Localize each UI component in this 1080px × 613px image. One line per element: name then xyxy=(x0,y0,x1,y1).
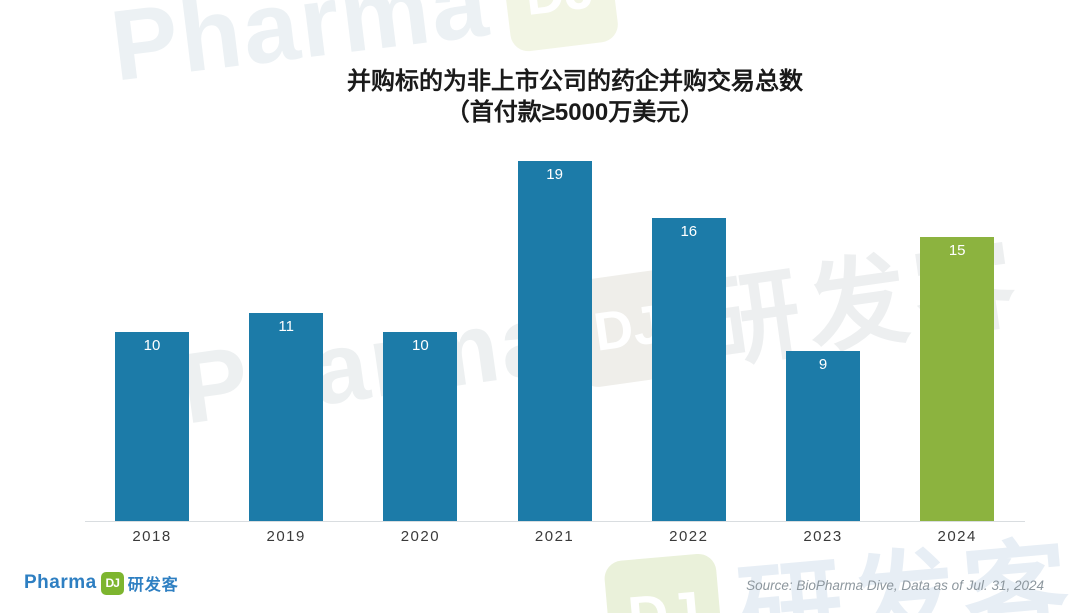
x-tick-2018: 2018 xyxy=(132,528,172,545)
x-axis-line xyxy=(85,521,1025,522)
bar-value-2024: 15 xyxy=(948,242,966,259)
chart-title: 并购标的为非上市公司的药企并购交易总数 （首付款≥5000万美元） xyxy=(347,66,803,128)
x-tick-2021: 2021 xyxy=(534,528,575,545)
source-note: Source: BioPharma Dive, Data as of Jul. … xyxy=(746,578,1044,593)
bar-value-2018: 10 xyxy=(143,337,161,354)
logo-dj-badge: DJ xyxy=(100,571,124,595)
bar-2023: 9 xyxy=(786,351,860,522)
x-tick-2019: 2019 xyxy=(266,528,306,545)
bar-2022: 16 xyxy=(651,218,726,522)
x-tick-2020: 2020 xyxy=(400,528,441,545)
bar-value-2019: 11 xyxy=(278,318,294,335)
bar-2021: 19 xyxy=(517,161,592,522)
bar-2018: 10 xyxy=(115,332,189,522)
logo-text-pharma: Pharma xyxy=(24,572,97,593)
chart-title-line1: 并购标的为非上市公司的药企并购交易总数 xyxy=(347,68,803,95)
logo-text-chinese: 研发客 xyxy=(127,577,179,594)
bar-value-2020: 10 xyxy=(412,337,429,354)
x-tick-2023: 2023 xyxy=(803,528,843,545)
x-tick-2024: 2024 xyxy=(937,528,977,545)
bar-value-2021: 19 xyxy=(546,166,563,183)
x-tick-2022: 2022 xyxy=(669,528,709,545)
bar-2024: 15 xyxy=(920,237,995,522)
bar-2019: 11 xyxy=(249,313,324,522)
bar-2020: 10 xyxy=(383,332,458,522)
chart-title-line2: （首付款≥5000万美元） xyxy=(445,99,705,126)
bar-value-2023: 9 xyxy=(818,356,828,373)
pharmadj-logo: Pharma DJ 研发客 xyxy=(24,571,179,595)
bar-value-2022: 16 xyxy=(680,223,698,240)
